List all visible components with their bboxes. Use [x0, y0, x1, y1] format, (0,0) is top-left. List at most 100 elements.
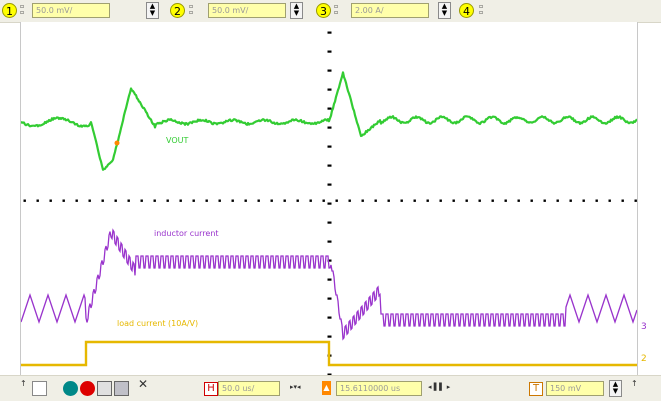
graticule-dot [89, 200, 90, 201]
timebase-stepper[interactable]: ▸▾◂ [290, 384, 301, 390]
bottom-toolbar: ↑ ✕ H 50.0 us/ ▸▾◂ ▲ 15.6110000 us ◂ ▌▌ … [0, 375, 661, 401]
graticule-dot [258, 200, 259, 201]
channel-3-toggle-icon[interactable]: ▫ ▫ [334, 4, 338, 16]
graticule-dot [479, 200, 480, 201]
inductor-current-label: inductor current [154, 229, 219, 239]
graticule-dot [115, 200, 116, 201]
graticule-dot [336, 200, 337, 201]
graticule-dot [102, 200, 103, 201]
load-current-label: load current (10A/V) [117, 319, 198, 329]
graticule-dot [596, 200, 597, 201]
stop-icon[interactable] [80, 381, 95, 396]
channel-3-scale-field[interactable]: 2.00 A/ [351, 3, 429, 18]
graticule-tick [328, 222, 331, 223]
channel-3-ground-marker[interactable]: 3 [641, 322, 647, 332]
channel-1-toggle-icon[interactable]: ▫ ▫ [20, 4, 24, 16]
graticule-dot [531, 200, 532, 201]
channel-1-scale-field[interactable]: 50.0 mV/ [32, 3, 110, 18]
graticule-dot [167, 200, 168, 201]
left-arrow-icon[interactable]: ↑ [20, 381, 27, 387]
graticule-tick [328, 336, 331, 337]
channel-2-ground-marker[interactable]: 2 [641, 354, 647, 364]
graticule-dot [518, 200, 519, 201]
graticule-dot [206, 200, 207, 201]
graticule-tick [328, 146, 331, 147]
trigger-position-icon[interactable]: ▲ [322, 381, 331, 395]
settings-icon[interactable] [114, 381, 129, 396]
position-stepper[interactable]: ◂ ▌▌ ▸ [428, 384, 450, 390]
channel-2-scale-spinner[interactable]: ▲ ▼ [290, 2, 303, 19]
trigger-label: T [529, 382, 543, 396]
graticule-dot [245, 200, 246, 201]
graticule-dot [622, 200, 623, 201]
graticule-dot [154, 200, 155, 201]
graticule-tick [328, 89, 331, 90]
graticule-tick [328, 108, 331, 109]
graticule-tick [328, 317, 331, 318]
graticule-tick [328, 127, 331, 128]
graticule-dot [570, 200, 571, 201]
graticule-tick [328, 298, 331, 299]
graticule-tick [328, 165, 331, 166]
graticule-dot [232, 200, 233, 201]
graticule-dot [76, 200, 77, 201]
graticule-dot [271, 200, 272, 201]
channel-1-scale-spinner[interactable]: ▲ ▼ [146, 2, 159, 19]
graticule-dot [63, 200, 64, 201]
graticule-dot [37, 200, 38, 201]
timebase-field[interactable]: 50.0 us/ [218, 381, 280, 396]
graticule-dot [401, 200, 402, 201]
graticule-dot [310, 200, 311, 201]
waveform-svg [21, 22, 637, 375]
graticule-dot [453, 200, 454, 201]
graticule-dot [349, 200, 350, 201]
inductor-current-trace [21, 230, 637, 339]
channel-2-toggle-icon[interactable]: ▫ ▫ [189, 4, 193, 16]
right-arrow-icon[interactable]: ↑ [631, 381, 638, 387]
single-acquire-icon[interactable] [97, 381, 112, 396]
graticule-dot [609, 200, 610, 201]
channel-2-badge[interactable]: 2 [170, 3, 185, 18]
graticule-dot [193, 200, 194, 201]
graticule-dot [180, 200, 181, 201]
graticule-dot [440, 200, 441, 201]
graticule-dot [297, 200, 298, 201]
graticule-tick [328, 32, 331, 33]
graticule-dot [505, 200, 506, 201]
run-icon[interactable] [63, 381, 78, 396]
channel-1-badge[interactable]: 1 [2, 3, 17, 18]
vout-trace [21, 72, 637, 169]
graticule-tick [328, 51, 331, 52]
blank-button[interactable] [32, 381, 47, 396]
position-field[interactable]: 15.6110000 us [336, 381, 422, 396]
graticule [24, 32, 636, 375]
graticule-dot [219, 200, 220, 201]
graticule-tick [328, 241, 331, 242]
graticule-dot [323, 200, 324, 201]
graticule-dot [141, 200, 142, 201]
clear-icon[interactable]: ✕ [138, 381, 148, 387]
channel-3-scale-spinner[interactable]: ▲ ▼ [438, 2, 451, 19]
graticule-dot [128, 200, 129, 201]
waveform-display[interactable]: VOUT inductor current load current (10A/… [20, 22, 638, 375]
trigger-level-spinner[interactable]: ▲ ▼ [609, 380, 622, 397]
graticule-dot [557, 200, 558, 201]
graticule-dot [414, 200, 415, 201]
graticule-tick [328, 184, 331, 185]
channel-3-badge[interactable]: 3 [316, 3, 331, 18]
graticule-dot [24, 200, 25, 201]
graticule-dot [375, 200, 376, 201]
channel-2-scale-field[interactable]: 50.0 mV/ [208, 3, 286, 18]
graticule-dot [583, 200, 584, 201]
load-current-trace [21, 342, 637, 365]
graticule-dot [492, 200, 493, 201]
graticule-tick [328, 279, 331, 280]
vout-cursor-dot [115, 141, 120, 146]
trigger-level-field[interactable]: 150 mV [546, 381, 604, 396]
graticule-tick [328, 203, 331, 204]
channel-4-badge[interactable]: 4 [459, 3, 474, 18]
channel-4-toggle-icon[interactable]: ▫ ▫ [479, 4, 483, 16]
graticule-dot [284, 200, 285, 201]
graticule-dot [50, 200, 51, 201]
graticule-dot [427, 200, 428, 201]
